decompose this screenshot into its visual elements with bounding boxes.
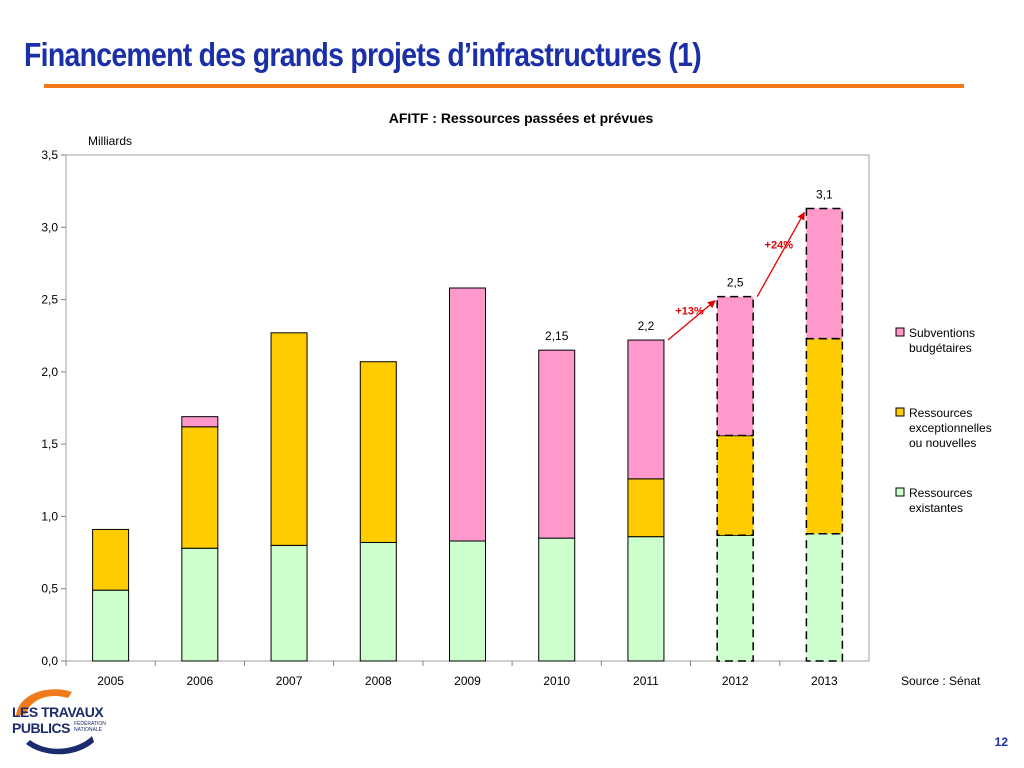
federation-logo: LES TRAVAUX PUBLICS FÉDÉRATION NATIONALE — [8, 678, 128, 758]
bar-segment — [805, 337, 844, 535]
legend-label: budgétaires — [909, 341, 972, 355]
legend: SubventionsbudgétairesRessourcesexceptio… — [895, 326, 992, 515]
x-tick-label: 2005 — [97, 674, 124, 688]
growth-label: +24% — [765, 240, 794, 252]
logo-swoosh-icon — [16, 689, 94, 755]
bar-segment — [449, 540, 486, 662]
title-underline — [44, 84, 964, 88]
growth-arrow — [667, 300, 716, 341]
legend-label: exceptionnelles — [909, 421, 992, 435]
bar-segment — [805, 207, 844, 340]
bar-segment — [92, 528, 130, 591]
growth-label: +13% — [675, 305, 704, 317]
legend-label: Ressources — [909, 486, 972, 500]
chart-title: AFITF : Ressources passées et prévues — [389, 110, 654, 126]
bar-segment — [538, 537, 576, 662]
total-labels: 2,15 2,2 2,5 3,1 — [545, 187, 833, 343]
x-axis: 2005 2006 2007 2008 2009 2010 2011 2012 2013 — [65, 661, 838, 688]
bar-segment — [716, 434, 754, 536]
x-tick-label: 2013 — [811, 674, 838, 688]
x-tick-label: 2008 — [365, 674, 392, 688]
total-label: 3,1 — [816, 187, 833, 201]
y-tick-label: 2,5 — [41, 293, 58, 307]
bar-segment — [181, 426, 219, 549]
y-tick-label: 0,5 — [41, 582, 58, 596]
x-tick-label: 2010 — [543, 674, 570, 688]
x-tick-label: 2011 — [633, 674, 659, 688]
bar-segment — [716, 295, 754, 437]
legend-label: ou nouvelles — [909, 436, 976, 450]
x-tick-label: 2006 — [186, 674, 213, 688]
bar-segment — [449, 287, 486, 542]
growth-arrow — [756, 211, 805, 297]
source-note: Source : Sénat — [901, 674, 981, 688]
legend-label: Subventions — [909, 326, 975, 340]
total-label: 2,2 — [638, 319, 655, 333]
total-label: 2,5 — [727, 276, 744, 290]
bar-segment — [359, 361, 397, 543]
bar-segment — [181, 547, 219, 662]
bars — [92, 207, 844, 662]
bar-segment — [716, 534, 754, 662]
bar-segment — [805, 533, 844, 662]
legend-swatch — [895, 487, 905, 497]
y-tick-label: 2,0 — [41, 365, 58, 379]
x-tick-label: 2007 — [276, 674, 303, 688]
slide-title: Financement des grands projets d’infrast… — [24, 36, 702, 73]
x-tick-label: 2009 — [454, 674, 481, 688]
growth-annotations: +13% +24% — [667, 211, 805, 341]
logo-subtitle: FÉDÉRATION NATIONALE — [74, 721, 106, 733]
legend-label: Ressources — [909, 406, 972, 420]
bar-segment — [270, 544, 308, 662]
x-tick-label: 2012 — [722, 674, 749, 688]
y-tick-label: 1,5 — [41, 437, 58, 451]
legend-label: existantes — [909, 501, 963, 515]
bar-segment — [538, 349, 576, 539]
bar-segment — [359, 541, 397, 662]
y-tick-label: 0,0 — [41, 654, 58, 668]
legend-swatch — [895, 407, 905, 417]
bar-segment — [181, 416, 219, 428]
y-axis: 0,0 0,5 1,0 1,5 2,0 2,5 3,0 3,5 — [41, 148, 66, 668]
legend-swatch — [895, 327, 905, 337]
y-tick-label: 3,5 — [41, 148, 58, 162]
bar-segment — [270, 332, 308, 546]
y-tick-label: 3,0 — [41, 220, 58, 234]
bar-segment — [627, 478, 665, 538]
y-tick-label: 1,0 — [41, 509, 58, 523]
total-label: 2,15 — [545, 329, 569, 343]
bar-segment — [92, 589, 130, 662]
y-unit-label: Milliards — [88, 134, 132, 148]
bar-segment — [627, 536, 665, 662]
logo-line2: PUBLICS — [12, 720, 70, 736]
logo-line1: LES TRAVAUX — [12, 704, 104, 720]
page-number: 12 — [994, 735, 1008, 749]
bar-segment — [627, 339, 665, 480]
